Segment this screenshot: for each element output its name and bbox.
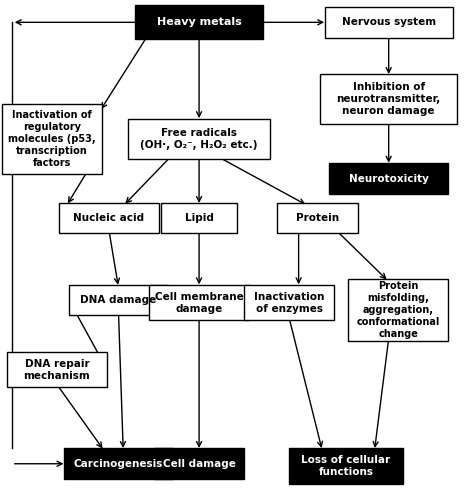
Text: Heavy metals: Heavy metals xyxy=(157,17,241,27)
Text: Nervous system: Nervous system xyxy=(342,17,436,27)
Text: Nucleic acid: Nucleic acid xyxy=(73,213,145,223)
Text: Lipid: Lipid xyxy=(185,213,213,223)
Text: Cell damage: Cell damage xyxy=(163,459,236,469)
Text: Free radicals
(OH·, O₂⁻, H₂O₂ etc.): Free radicals (OH·, O₂⁻, H₂O₂ etc.) xyxy=(140,128,258,150)
FancyBboxPatch shape xyxy=(64,448,173,479)
FancyBboxPatch shape xyxy=(154,448,244,479)
Text: Inactivation of
regulatory
molecules (p53,
transcription
factors: Inactivation of regulatory molecules (p5… xyxy=(9,110,96,168)
FancyBboxPatch shape xyxy=(7,352,107,387)
FancyBboxPatch shape xyxy=(320,74,457,124)
FancyBboxPatch shape xyxy=(128,119,270,159)
FancyBboxPatch shape xyxy=(149,285,249,320)
Text: DNA repair
mechanism: DNA repair mechanism xyxy=(24,359,90,380)
FancyBboxPatch shape xyxy=(59,203,159,233)
Text: Carcinogenesis: Carcinogenesis xyxy=(74,459,163,469)
FancyBboxPatch shape xyxy=(348,279,448,341)
Text: Protein: Protein xyxy=(296,213,339,223)
Text: DNA damage: DNA damage xyxy=(81,295,156,305)
Text: Loss of cellular
functions: Loss of cellular functions xyxy=(301,455,391,477)
FancyBboxPatch shape xyxy=(2,104,102,174)
Text: Cell membrane
damage: Cell membrane damage xyxy=(155,292,244,313)
FancyBboxPatch shape xyxy=(277,203,358,233)
FancyBboxPatch shape xyxy=(329,163,448,194)
Text: Inhibition of
neurotransmitter,
neuron damage: Inhibition of neurotransmitter, neuron d… xyxy=(337,82,441,116)
FancyBboxPatch shape xyxy=(244,285,334,320)
Text: Neurotoxicity: Neurotoxicity xyxy=(349,174,428,184)
FancyBboxPatch shape xyxy=(161,203,237,233)
FancyBboxPatch shape xyxy=(325,7,453,38)
FancyBboxPatch shape xyxy=(69,285,168,315)
FancyBboxPatch shape xyxy=(289,448,403,484)
Text: Inactivation
of enzymes: Inactivation of enzymes xyxy=(254,292,324,313)
FancyBboxPatch shape xyxy=(135,5,263,39)
Text: Protein
misfolding,
aggregation,
conformational
change: Protein misfolding, aggregation, conform… xyxy=(356,281,440,339)
